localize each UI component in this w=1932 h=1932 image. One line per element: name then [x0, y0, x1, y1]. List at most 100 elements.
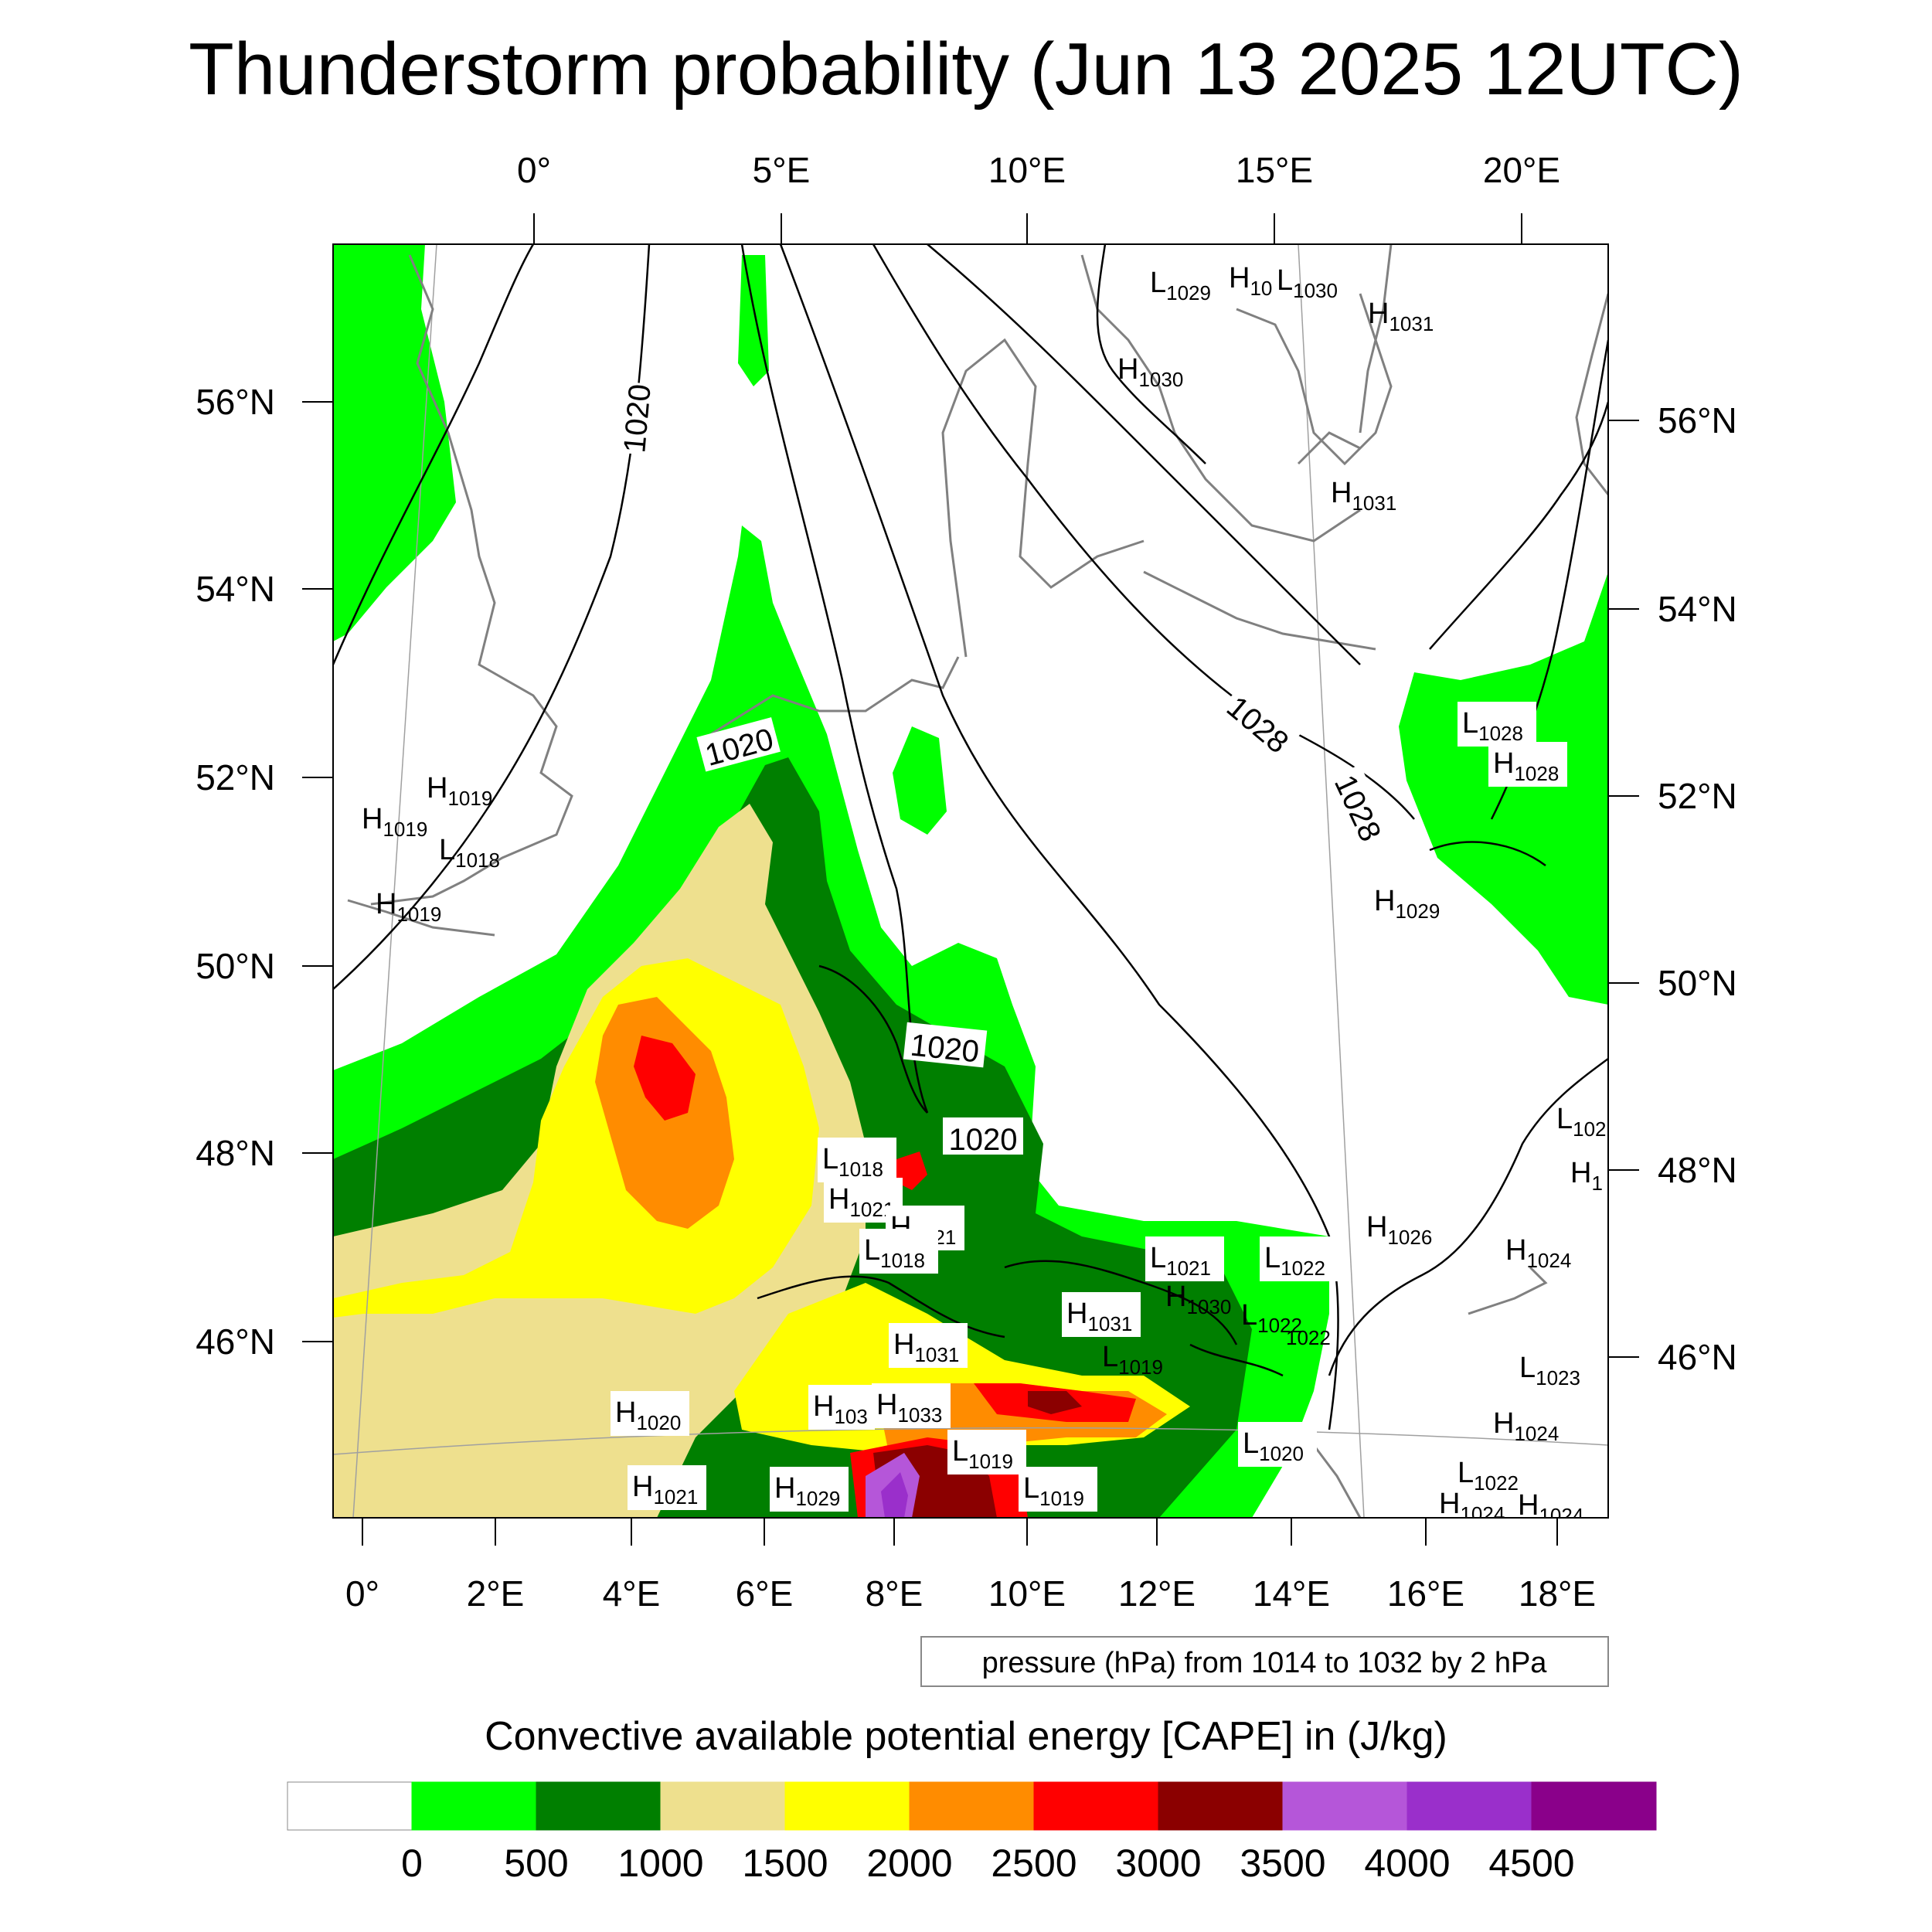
pressure-centers: L1029 H10 L1030H1031H1030H1031H1019H1019L1… [362, 262, 1607, 1527]
svg-text:L1018: L1018 [864, 1234, 925, 1272]
svg-text:H1026: H1026 [1366, 1211, 1432, 1249]
svg-text:L1022: L1022 [1458, 1457, 1519, 1495]
pressure-center-label: H1026 [1366, 1211, 1432, 1249]
colorbar-swatch [909, 1781, 1035, 1831]
svg-text:H1028: H1028 [1493, 747, 1559, 785]
tick-label: 8°E [866, 1573, 923, 1614]
pressure-center-label: H1028 [1488, 742, 1567, 787]
svg-text:H1024: H1024 [1493, 1407, 1559, 1445]
svg-text:L1022: L1022 [1241, 1299, 1302, 1337]
pressure-center-label: L1020 [1238, 1422, 1317, 1467]
pressure-center-label: H1024 [1518, 1489, 1583, 1527]
tick-label: 52°N [196, 757, 275, 798]
tick-label: 4°E [603, 1573, 661, 1614]
pressure-center-label: H1 [1570, 1157, 1603, 1195]
tick-label: 2°E [467, 1573, 525, 1614]
svg-text:1022: 1022 [1286, 1326, 1331, 1349]
tick-label: 14°E [1253, 1573, 1330, 1614]
colorbar-swatch [1282, 1781, 1408, 1831]
pressure-center-label: H1019 [427, 772, 492, 810]
pressure-center-label: H1019 [376, 888, 441, 926]
tick-label: 48°N [1658, 1150, 1737, 1190]
tick-label: 18°E [1519, 1573, 1596, 1614]
pressure-center-label: H1020 [611, 1391, 689, 1436]
pressure-center-label: L1019 [1019, 1467, 1097, 1512]
pressure-center-label: H1030 [1117, 353, 1183, 391]
pressure-center-label: L1019 [1102, 1341, 1163, 1379]
isobar-label: 1020 [615, 381, 658, 456]
colorbar-title: Convective available potential energy [C… [485, 1714, 1447, 1759]
tick-label: 56°N [1658, 400, 1737, 440]
pressure-center-label: L1030 [1277, 264, 1338, 302]
pressure-center-label: L1022 [1260, 1236, 1338, 1281]
right-lat-labels: 56°N 54°N 52°N 50°N 48°N 46°N [1658, 400, 1737, 1377]
top-lon-labels: 0° 5°E 10°E 15°E 20°E [517, 150, 1560, 190]
svg-text:H1029: H1029 [1374, 885, 1440, 923]
tick-label: 0° [345, 1573, 379, 1614]
map-frame [332, 243, 1609, 1519]
svg-text:1020: 1020 [909, 1028, 981, 1069]
svg-text:L1018: L1018 [439, 834, 500, 872]
tick-label: 52°N [1658, 776, 1737, 816]
svg-text:L1029: L1029 [1150, 267, 1211, 304]
pressure-center-label: H1031 [1331, 477, 1396, 515]
tick-label: 56°N [196, 382, 275, 422]
colorbar-label: 4500 [1488, 1842, 1574, 1885]
pressure-center-label: L1022 [1241, 1299, 1302, 1337]
svg-text:L1023: L1023 [1519, 1352, 1580, 1389]
svg-text:H1: H1 [1570, 1157, 1603, 1195]
colorbar-swatch [411, 1781, 537, 1831]
colorbar-swatch [1158, 1781, 1284, 1831]
pressure-center-label: L102 [1556, 1103, 1607, 1141]
pressure-center-label: H1031 [1062, 1292, 1141, 1337]
pressure-center-label: H1031 [889, 1323, 968, 1368]
left-lat-axis [302, 401, 333, 1342]
tick-label: 0° [517, 150, 551, 190]
top-lon-axis [533, 213, 1522, 244]
pressure-info-box: pressure (hPa) from 1014 to 1032 by 2 hP… [920, 1636, 1609, 1687]
svg-text:H1033: H1033 [876, 1389, 942, 1427]
pressure-center-label: L1018 [439, 834, 500, 872]
svg-text:L1021: L1021 [1150, 1242, 1211, 1280]
svg-text:H1031: H1031 [1331, 477, 1396, 515]
svg-text:H1024: H1024 [1518, 1489, 1583, 1527]
pressure-info-text: pressure (hPa) from 1014 to 1032 by 2 hP… [982, 1647, 1548, 1679]
tick-label: 54°N [196, 569, 275, 609]
svg-text:H1029: H1029 [774, 1472, 840, 1510]
pressure-center-label: H1024 [1439, 1488, 1505, 1518]
pressure-center-label: L1028 [1458, 702, 1536, 747]
pressure-center-label: H1024 [1493, 1407, 1559, 1445]
colorbar-swatch [287, 1781, 413, 1831]
svg-text:H1031: H1031 [1368, 298, 1434, 335]
colorbar-label: 0 [401, 1842, 423, 1885]
tick-label: 48°N [196, 1133, 275, 1173]
bottom-lon-axis [362, 1518, 1558, 1546]
svg-text:H103: H103 [813, 1390, 868, 1428]
pressure-center-label: L1021 [1145, 1236, 1224, 1281]
svg-text:H1031: H1031 [893, 1328, 959, 1366]
colorbar-swatch [1531, 1781, 1657, 1831]
tick-label: 20°E [1483, 150, 1560, 190]
map-area: 1020 1020 1020 1020 1028 1028 [333, 244, 1608, 1527]
svg-text:L1028: L1028 [1462, 707, 1523, 745]
pressure-center-label: H1031 [1368, 298, 1434, 335]
graticule [333, 244, 1608, 1518]
colorbar-swatch [784, 1781, 910, 1831]
tick-label: 6°E [736, 1573, 794, 1614]
colorbar-swatch [536, 1781, 662, 1831]
svg-text:H1019: H1019 [362, 803, 427, 841]
pressure-center-label: H103 [808, 1385, 875, 1430]
colorbar-label: 3500 [1240, 1842, 1325, 1885]
pressure-center-label: H1030 [1165, 1281, 1231, 1318]
svg-text:H1021: H1021 [632, 1471, 698, 1509]
colorbar-label: 4000 [1364, 1842, 1450, 1885]
isobar-label: 1020 [903, 1022, 988, 1070]
tick-label: 10°E [988, 1573, 1066, 1614]
svg-text:L1018: L1018 [822, 1143, 883, 1181]
isobar-label: 1020 [943, 1117, 1023, 1157]
tick-label: 5°E [753, 150, 811, 190]
svg-text:L102: L102 [1556, 1103, 1607, 1141]
svg-text:L1019: L1019 [952, 1435, 1013, 1473]
pressure-center-label: H1024 [1505, 1234, 1571, 1272]
